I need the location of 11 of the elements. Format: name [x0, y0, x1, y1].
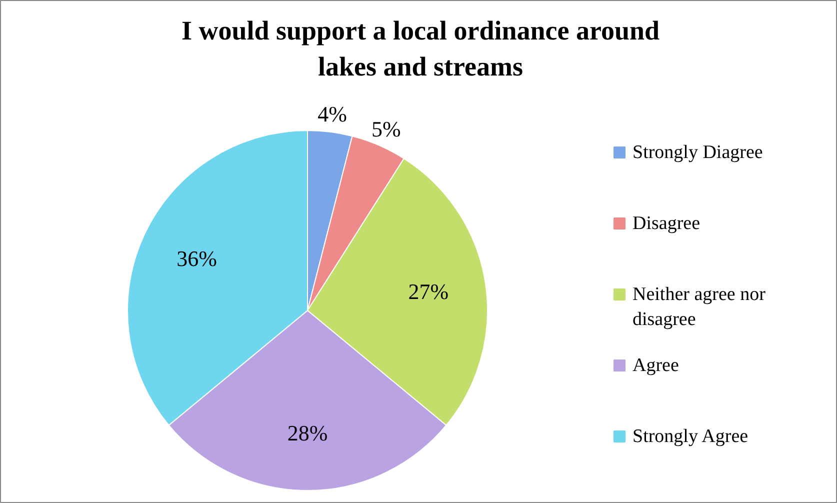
legend-label: Disagree — [632, 213, 700, 234]
legend-label: Agree — [632, 355, 679, 376]
data-label: 5% — [371, 116, 401, 142]
chart-title: I would support a local ordinance around lakes and streams — [181, 16, 660, 82]
data-label: 4% — [318, 102, 347, 127]
data-label: 36% — [176, 246, 217, 271]
legend-label: Neither agree nor disagree — [632, 284, 766, 330]
data-label: 28% — [287, 420, 328, 446]
legend-label: Strongly Diagree — [632, 142, 763, 163]
legend-label: Strongly Agree — [632, 426, 748, 447]
data-label: 27% — [408, 278, 449, 304]
